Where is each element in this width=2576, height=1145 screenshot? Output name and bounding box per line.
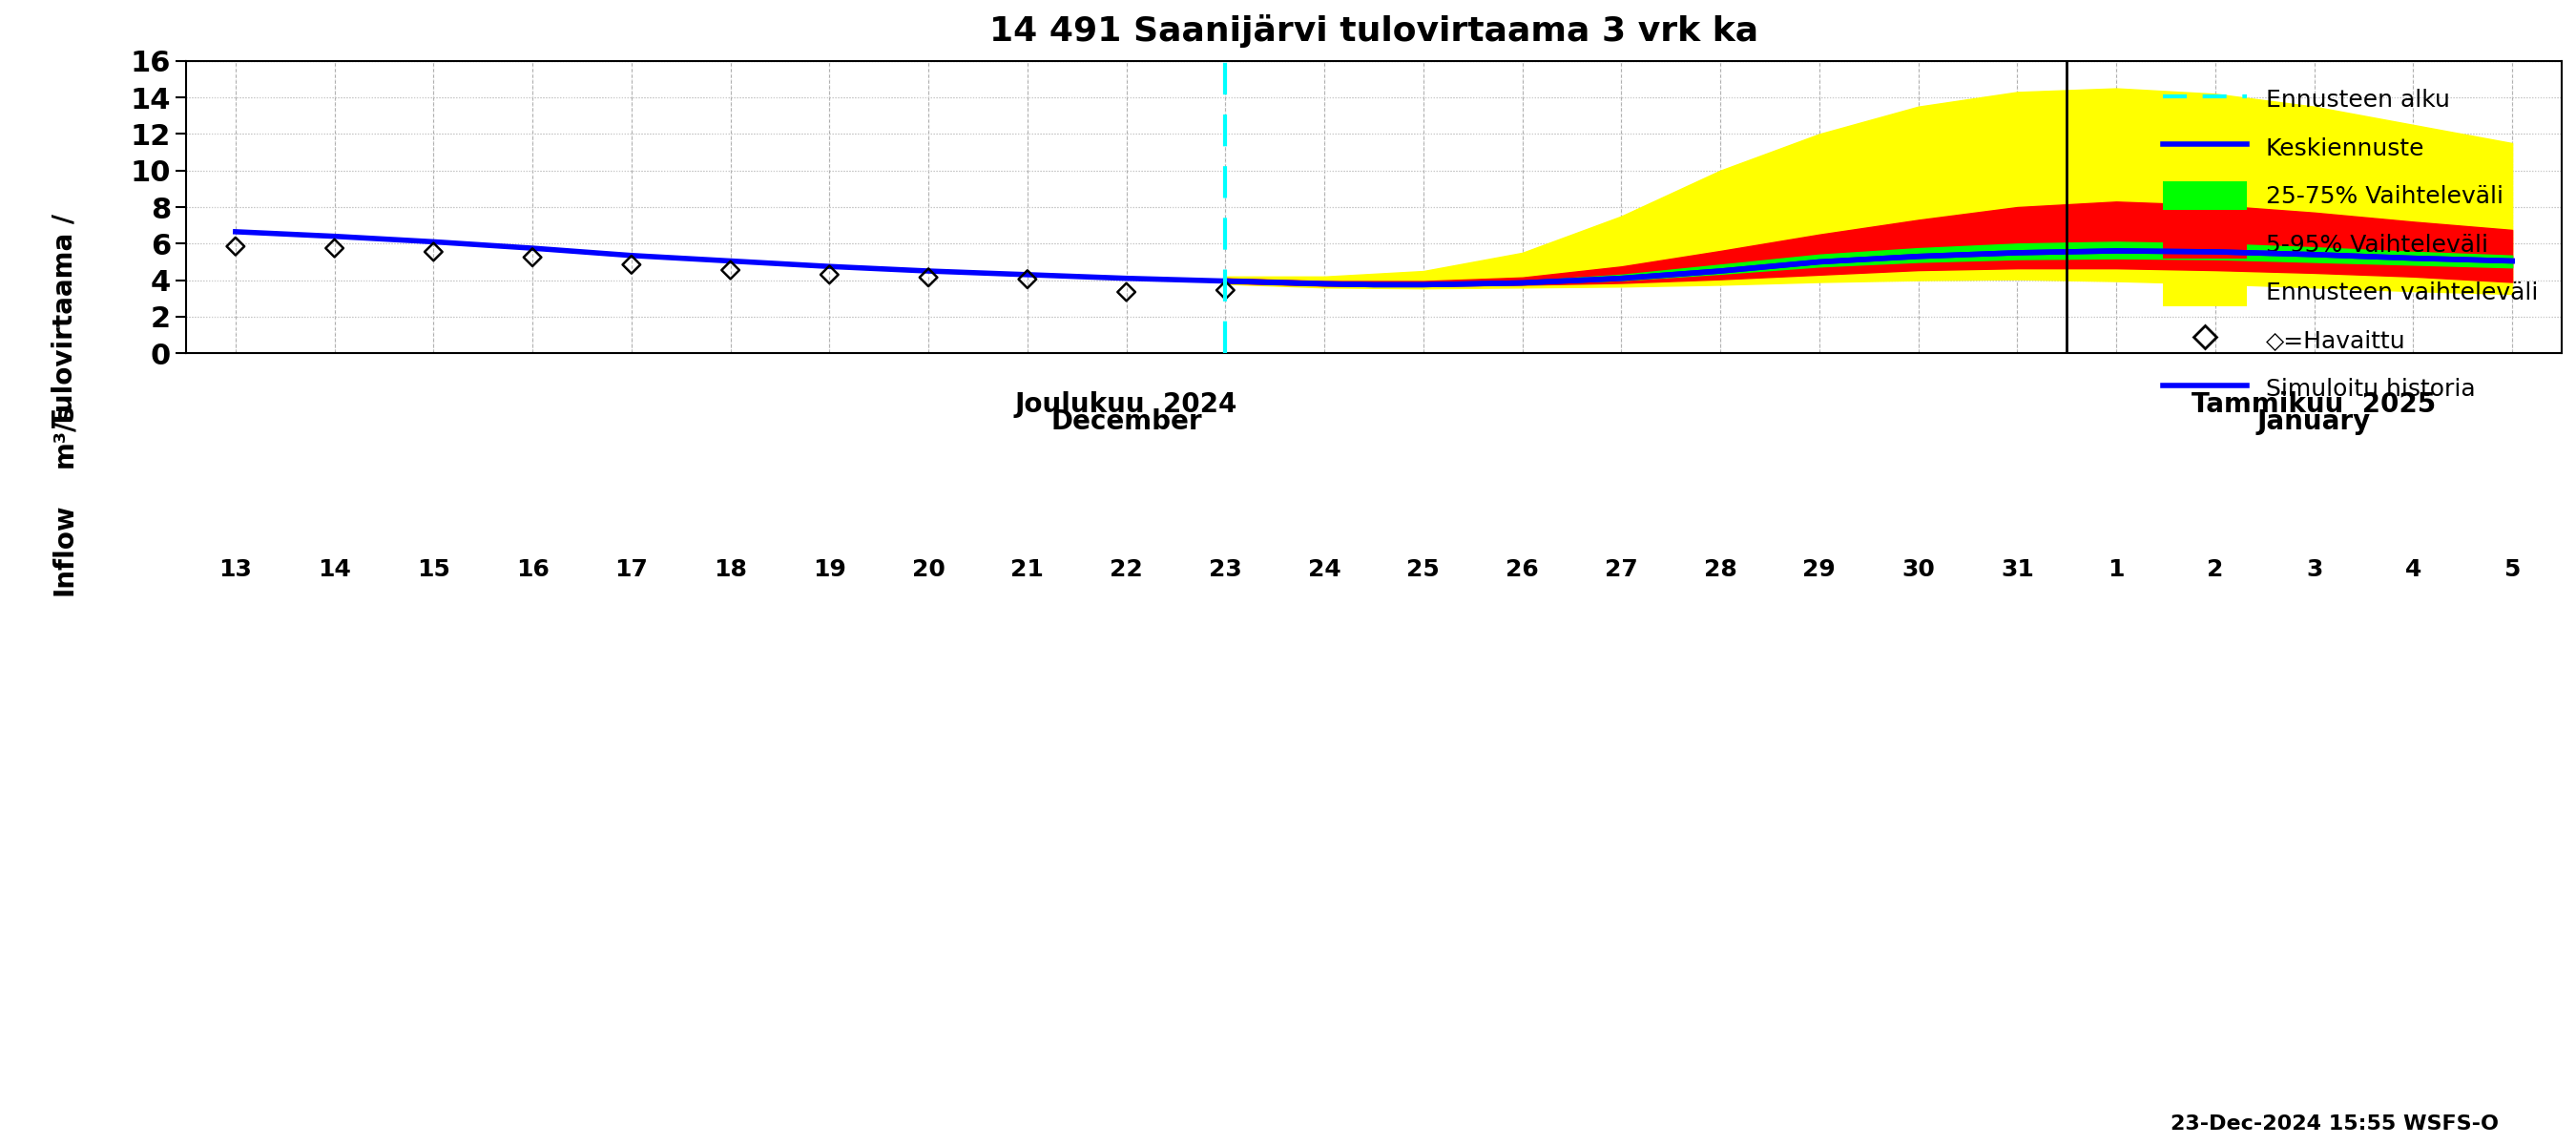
Text: 30: 30 bbox=[1901, 558, 1935, 581]
Text: December: December bbox=[1051, 409, 1203, 435]
Text: 25: 25 bbox=[1406, 558, 1440, 581]
Point bbox=[711, 261, 752, 279]
Text: 14: 14 bbox=[317, 558, 350, 581]
Point bbox=[907, 268, 948, 286]
Text: 22: 22 bbox=[1110, 558, 1144, 581]
Text: 31: 31 bbox=[2002, 558, 2035, 581]
Title: 14 491 Saanijärvi tulovirtaama 3 vrk ka: 14 491 Saanijärvi tulovirtaama 3 vrk ka bbox=[989, 14, 1759, 48]
Text: 13: 13 bbox=[219, 558, 252, 581]
Text: Joulukuu  2024: Joulukuu 2024 bbox=[1015, 392, 1236, 418]
Point bbox=[1105, 283, 1146, 301]
Text: Inflow: Inflow bbox=[52, 504, 77, 595]
Text: 19: 19 bbox=[814, 558, 845, 581]
Text: 3: 3 bbox=[2306, 558, 2324, 581]
Point bbox=[513, 248, 554, 267]
Point bbox=[412, 243, 453, 261]
Text: Tulovirtaama /: Tulovirtaama / bbox=[52, 214, 77, 427]
Text: m³/s: m³/s bbox=[52, 403, 77, 467]
Text: 4: 4 bbox=[2406, 558, 2421, 581]
Text: 28: 28 bbox=[1703, 558, 1736, 581]
Text: 15: 15 bbox=[417, 558, 451, 581]
Text: 2: 2 bbox=[2208, 558, 2223, 581]
Point bbox=[214, 237, 255, 255]
Point bbox=[1206, 281, 1247, 299]
Text: 24: 24 bbox=[1309, 558, 1342, 581]
Text: 26: 26 bbox=[1507, 558, 1538, 581]
Point bbox=[1007, 270, 1048, 289]
Text: 23: 23 bbox=[1208, 558, 1242, 581]
Text: 21: 21 bbox=[1010, 558, 1043, 581]
Text: 27: 27 bbox=[1605, 558, 1638, 581]
Text: 16: 16 bbox=[515, 558, 549, 581]
Point bbox=[809, 266, 850, 284]
Text: January: January bbox=[2257, 409, 2370, 435]
Text: 5: 5 bbox=[2504, 558, 2519, 581]
Legend: Ennusteen alku, Keskiennuste, 25-75% Vaihteleväli, 5-95% Vaihteleväli, Ennusteen: Ennusteen alku, Keskiennuste, 25-75% Vai… bbox=[2151, 73, 2550, 414]
Point bbox=[611, 255, 652, 274]
Text: 1: 1 bbox=[2107, 558, 2125, 581]
Point bbox=[314, 239, 355, 258]
Text: Tammikuu  2025: Tammikuu 2025 bbox=[2192, 392, 2437, 418]
Text: 23-Dec-2024 15:55 WSFS-O: 23-Dec-2024 15:55 WSFS-O bbox=[2172, 1114, 2499, 1134]
Text: 18: 18 bbox=[714, 558, 747, 581]
Text: 17: 17 bbox=[616, 558, 649, 581]
Text: 20: 20 bbox=[912, 558, 945, 581]
Text: 29: 29 bbox=[1803, 558, 1837, 581]
